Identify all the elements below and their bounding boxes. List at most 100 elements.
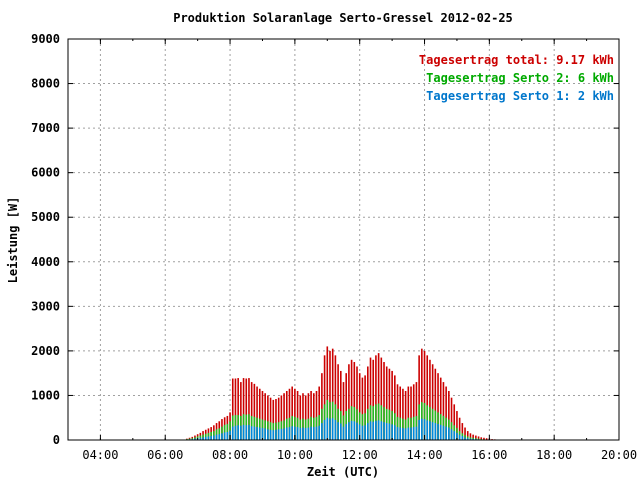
bar-total xyxy=(348,364,350,440)
bar-serto1 xyxy=(210,435,212,440)
bar-total xyxy=(404,390,407,440)
bar-total xyxy=(245,378,248,440)
bar-serto1 xyxy=(310,426,312,440)
bar-serto1 xyxy=(388,423,391,440)
bar-total xyxy=(385,366,388,440)
bar-serto1 xyxy=(242,424,245,440)
bar-serto1 xyxy=(299,427,302,440)
bar-serto1 xyxy=(396,427,399,440)
bar-serto1 xyxy=(342,426,345,440)
bar-serto1 xyxy=(321,423,323,440)
y-tick-label: 7000 xyxy=(31,121,60,135)
bar-serto1 xyxy=(285,427,288,440)
bar-total xyxy=(261,390,264,440)
bar-serto1 xyxy=(356,422,358,440)
bar-serto1 xyxy=(231,426,234,440)
bar-total xyxy=(407,386,410,440)
bar-total xyxy=(439,377,442,440)
y-tick-labels: 0 1000 2000 3000 4000 5000 6000 7000 8000 9000 xyxy=(31,32,60,447)
bar-total xyxy=(353,362,356,440)
bar-total xyxy=(345,373,348,440)
bar-serto1 xyxy=(345,423,348,440)
bar-serto2 xyxy=(226,423,229,440)
bar-serto1 xyxy=(337,422,339,440)
bar-total xyxy=(258,388,261,440)
bar-serto1 xyxy=(453,431,456,440)
bar-serto1 xyxy=(367,423,369,440)
bar-total xyxy=(442,382,445,440)
bar-serto1 xyxy=(318,425,320,440)
bar-total xyxy=(421,348,423,440)
bar-serto1 xyxy=(202,437,204,440)
bar-total xyxy=(321,373,323,440)
bar-total xyxy=(388,368,391,440)
bar-serto1 xyxy=(469,438,472,440)
bar-total xyxy=(450,397,453,440)
bar-serto1 xyxy=(402,427,404,440)
bar-serto1 xyxy=(267,429,269,440)
y-tick-label: 6000 xyxy=(31,166,60,180)
bar-serto1 xyxy=(421,418,423,440)
bar-serto1 xyxy=(412,427,415,440)
bar-serto1 xyxy=(372,421,375,440)
x-tick-label: 06:00 xyxy=(147,448,183,462)
x-tick-label: 12:00 xyxy=(342,448,378,462)
bar-total xyxy=(304,395,307,440)
bar-total xyxy=(485,438,488,440)
ticks xyxy=(67,38,620,441)
bar-total xyxy=(285,390,288,440)
bar-serto1 xyxy=(248,424,250,440)
bar-total xyxy=(396,384,399,440)
bar-total xyxy=(434,368,437,440)
bar-total xyxy=(272,399,275,440)
bar-total xyxy=(458,417,461,440)
y-tick-label: 1000 xyxy=(31,388,60,402)
bar-serto2 xyxy=(223,424,226,440)
bar-total xyxy=(399,386,402,440)
bar-serto1 xyxy=(258,427,261,440)
bar-total xyxy=(480,437,483,440)
bar-total xyxy=(275,399,277,440)
bar-total xyxy=(240,382,242,440)
x-tick-label: 04:00 xyxy=(82,448,118,462)
bar-serto1 xyxy=(434,423,437,440)
bar-serto1 xyxy=(234,425,237,440)
bar-total xyxy=(415,382,418,440)
bar-serto1 xyxy=(385,423,388,440)
bar-serto1 xyxy=(348,422,350,440)
bar-serto1 xyxy=(456,432,458,440)
bar-total xyxy=(456,411,458,440)
bar-serto1 xyxy=(426,420,429,440)
bar-serto1 xyxy=(280,428,283,440)
bar-serto1 xyxy=(461,435,464,440)
bar-serto1 xyxy=(331,418,334,440)
x-axis-label: Zeit (UTC) xyxy=(307,465,379,479)
bar-serto1 xyxy=(291,426,293,440)
bar-total xyxy=(250,382,253,440)
bar-serto1 xyxy=(269,429,272,440)
bar-serto1 xyxy=(218,434,221,440)
bar-serto1 xyxy=(261,427,264,440)
x-tick-label: 10:00 xyxy=(277,448,313,462)
bar-total xyxy=(334,355,337,440)
bar-total xyxy=(326,346,329,440)
bar-total xyxy=(253,383,256,440)
bar-total xyxy=(369,357,372,440)
y-tick-label: 2000 xyxy=(31,344,60,358)
bar-serto1 xyxy=(223,432,226,440)
bar-total xyxy=(269,397,272,440)
bar-serto1 xyxy=(213,435,215,440)
bar-total xyxy=(280,395,283,440)
bar-total xyxy=(329,350,331,440)
x-tick-labels: 04:00 06:00 08:00 10:00 12:00 14:00 16:00 18:00… xyxy=(82,448,637,462)
bar-serto1 xyxy=(364,425,366,440)
bar-total xyxy=(283,393,285,440)
bar-serto1 xyxy=(380,421,383,440)
bar-serto1 xyxy=(296,427,299,440)
bar-total xyxy=(237,378,239,440)
bar-serto1 xyxy=(410,427,412,440)
bar-serto1 xyxy=(204,436,207,440)
bar-serto1 xyxy=(326,417,329,440)
bar-total xyxy=(380,357,383,440)
bar-serto1 xyxy=(442,425,445,440)
